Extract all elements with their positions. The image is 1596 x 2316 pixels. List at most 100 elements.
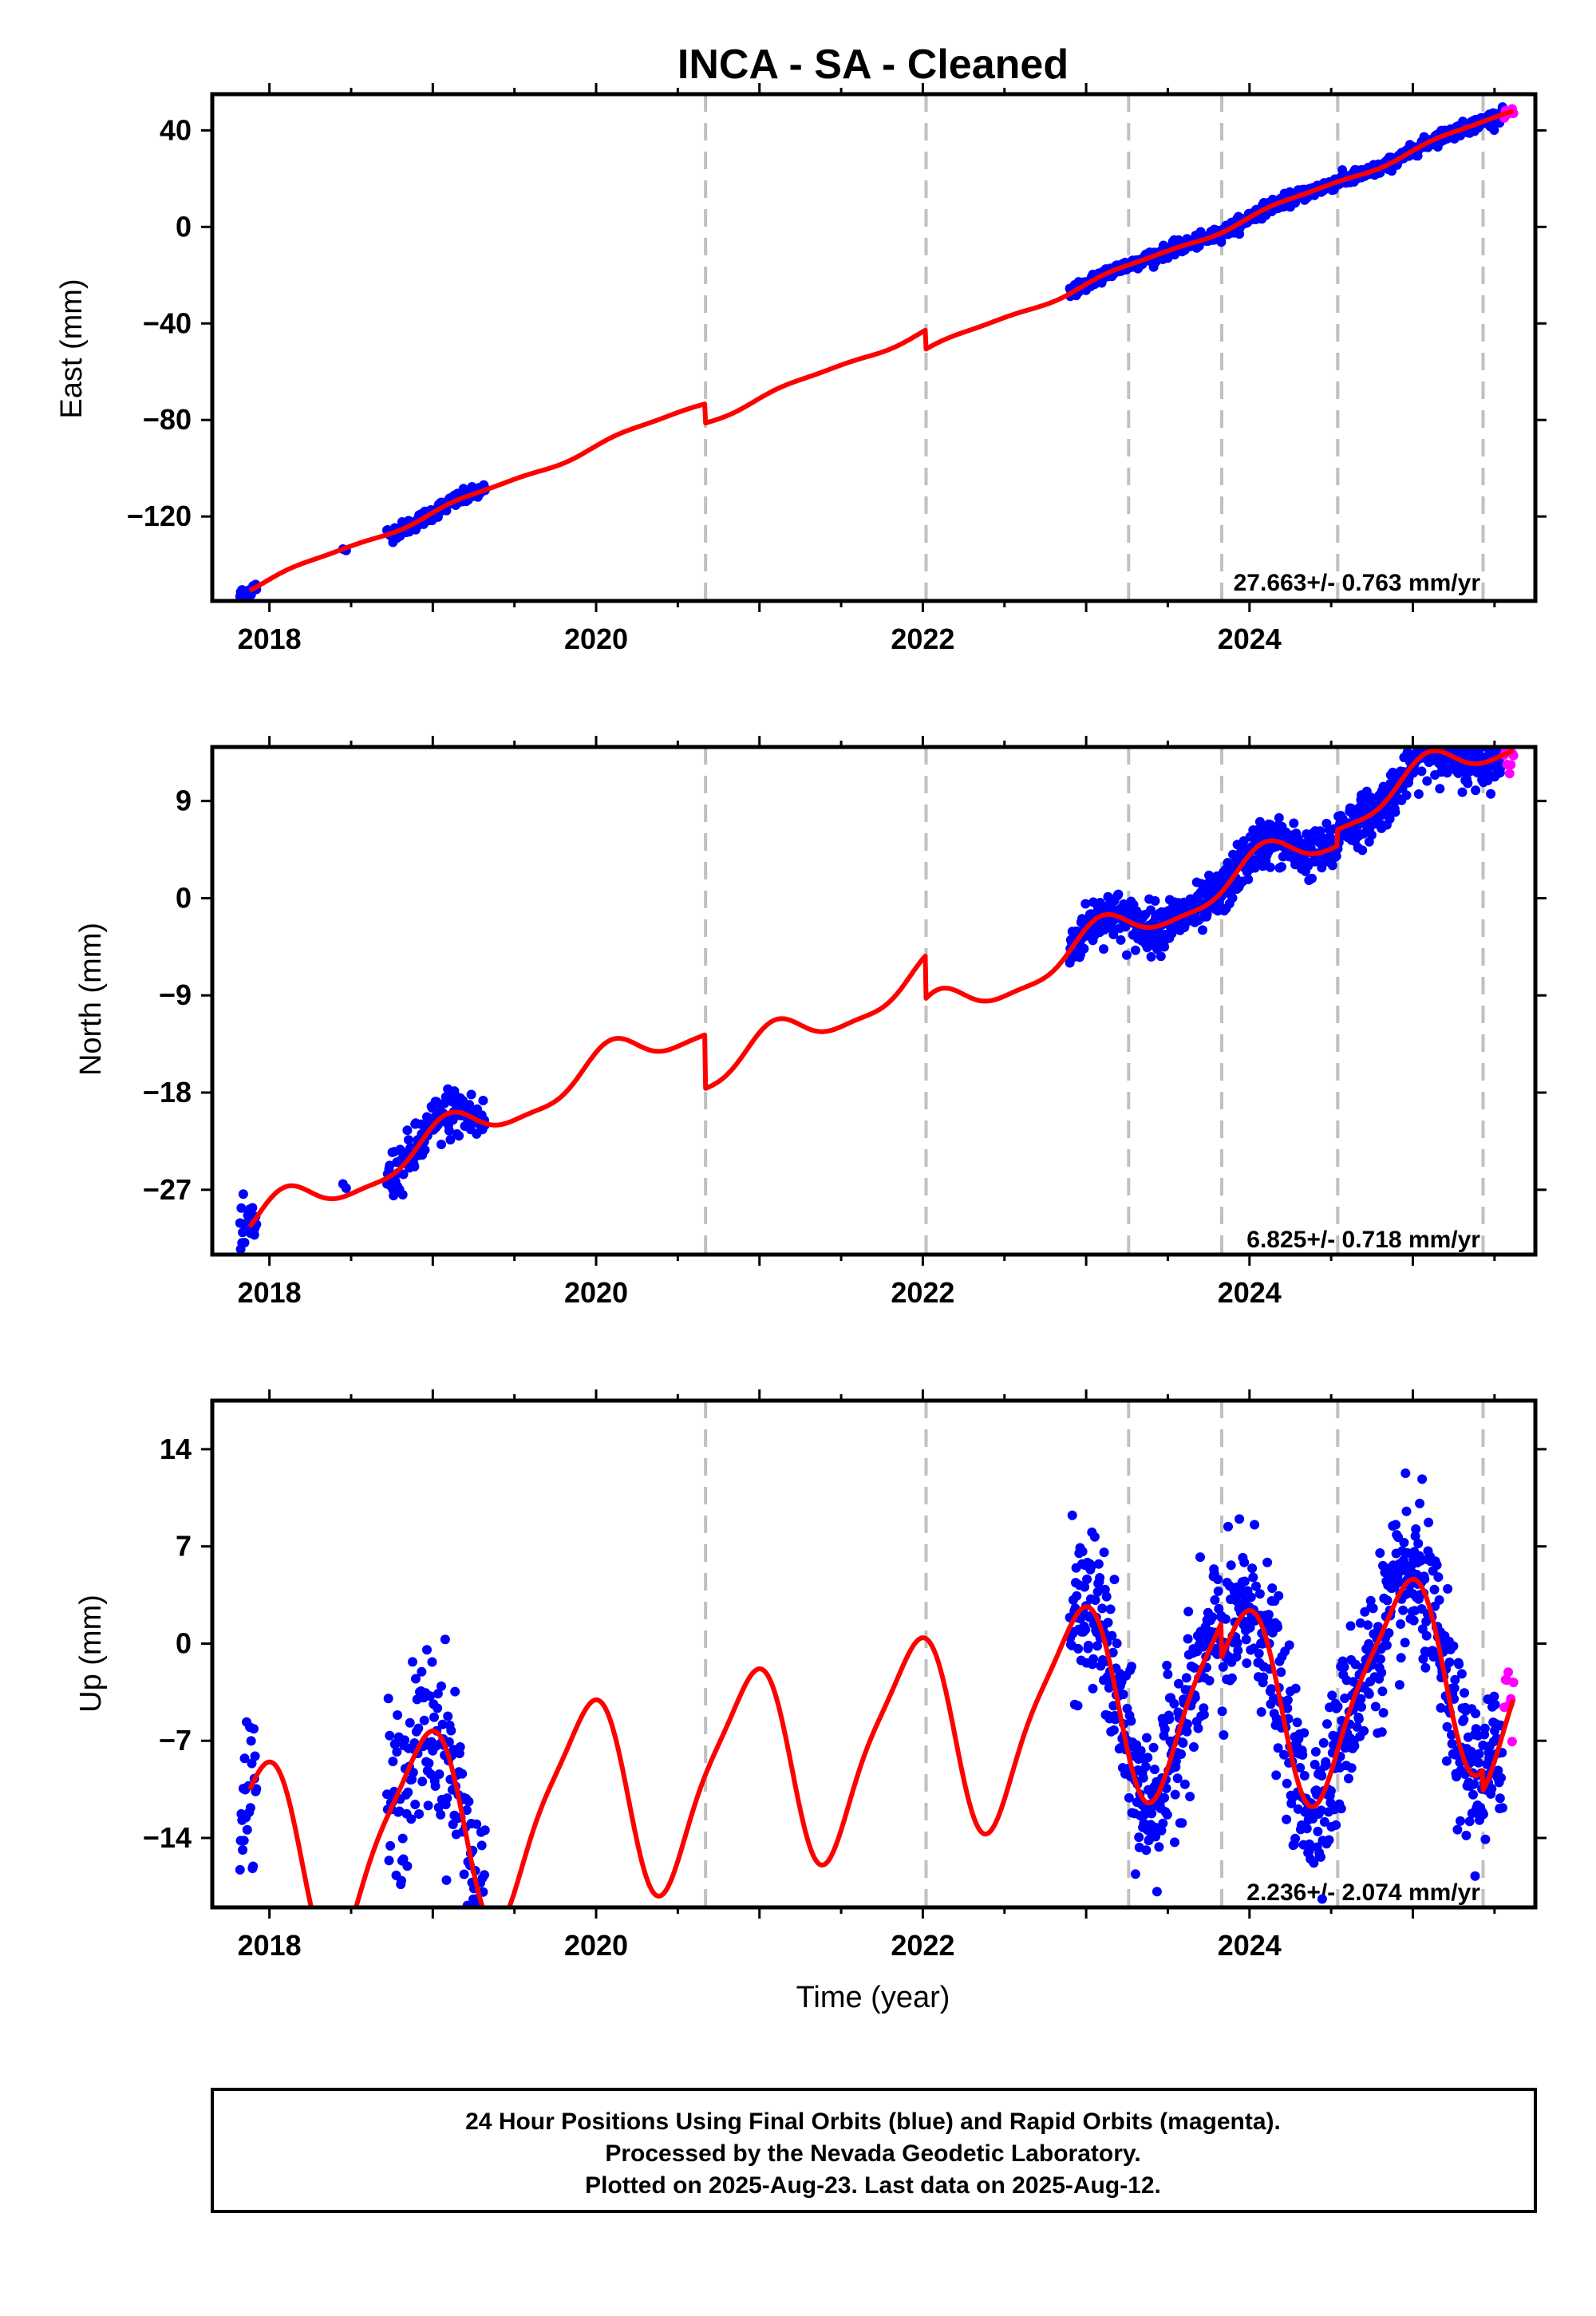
north-y-tick-label: −9 bbox=[159, 978, 192, 1011]
up-final-point bbox=[1299, 1771, 1310, 1780]
up-final-point bbox=[408, 1768, 418, 1777]
up-final-point bbox=[1138, 1773, 1148, 1783]
up-final-point bbox=[1368, 1603, 1378, 1614]
north-final-point bbox=[1130, 945, 1140, 955]
up-final-point bbox=[1170, 1789, 1180, 1800]
up-final-point bbox=[1143, 1753, 1153, 1763]
up-final-point bbox=[1273, 1622, 1282, 1632]
north-final-point bbox=[397, 1190, 408, 1199]
up-final-point bbox=[480, 1825, 490, 1836]
north-final-point bbox=[1108, 929, 1119, 939]
up-final-point bbox=[1254, 1648, 1264, 1658]
footer-line-1: 24 Hour Positions Using Final Orbits (bl… bbox=[465, 2109, 1281, 2135]
up-final-point bbox=[442, 1793, 452, 1804]
up-final-point bbox=[1357, 1701, 1366, 1712]
north-final-point bbox=[239, 1238, 250, 1247]
up-final-point bbox=[476, 1840, 487, 1851]
up-final-point bbox=[1321, 1759, 1331, 1769]
up-final-point bbox=[1174, 1678, 1183, 1689]
north-final-point bbox=[1146, 905, 1156, 915]
north-final-point bbox=[1250, 863, 1260, 873]
up-final-point bbox=[1218, 1662, 1228, 1672]
up-final-point bbox=[1189, 1742, 1199, 1752]
up-final-point bbox=[424, 1758, 434, 1769]
up-final-point bbox=[1151, 1832, 1161, 1842]
up-final-point bbox=[394, 1806, 405, 1816]
up-final-point bbox=[441, 1875, 452, 1885]
north-final-point bbox=[1150, 895, 1160, 906]
north-x-tick-label: 2022 bbox=[891, 1276, 954, 1309]
up-final-point bbox=[392, 1747, 402, 1757]
up-final-point bbox=[1370, 1701, 1381, 1712]
up-final-point bbox=[1169, 1698, 1179, 1709]
north-final-point bbox=[1099, 944, 1108, 954]
up-y-tick-label: −14 bbox=[143, 1821, 192, 1854]
up-final-point bbox=[1421, 1630, 1432, 1641]
up-final-point bbox=[1356, 1694, 1366, 1704]
east-frame bbox=[210, 92, 1538, 603]
north-final-point bbox=[385, 1160, 395, 1171]
up-final-point bbox=[1247, 1563, 1258, 1574]
up-final-point bbox=[1376, 1654, 1385, 1664]
up-final-point bbox=[1072, 1591, 1082, 1601]
east-final-point bbox=[1216, 237, 1227, 247]
up-final-point bbox=[1112, 1638, 1122, 1649]
up-final-point bbox=[1434, 1595, 1444, 1605]
up-final-point bbox=[1325, 1786, 1336, 1796]
up-final-point bbox=[1454, 1659, 1464, 1670]
north-final-point bbox=[341, 1183, 351, 1193]
up-final-point bbox=[1317, 1894, 1327, 1904]
north-final-point bbox=[1457, 787, 1468, 797]
up-final-point bbox=[1442, 1721, 1452, 1732]
up-final-point bbox=[1313, 1826, 1323, 1836]
up-final-point bbox=[1456, 1669, 1467, 1679]
up-final-point bbox=[1349, 1741, 1360, 1751]
footer-line-2: Processed by the Nevada Geodetic Laborat… bbox=[605, 2140, 1140, 2167]
up-final-point bbox=[1333, 1701, 1343, 1712]
north-y-tick-label: 0 bbox=[176, 881, 192, 914]
up-final-point bbox=[1399, 1537, 1409, 1547]
up-final-point bbox=[1162, 1809, 1172, 1820]
up-final-point bbox=[1273, 1743, 1283, 1753]
up-final-point bbox=[1262, 1557, 1273, 1567]
east-x-tick-label: 2020 bbox=[564, 622, 628, 655]
up-final-point bbox=[1391, 1520, 1400, 1530]
up-final-point bbox=[1245, 1622, 1255, 1633]
north-final-point bbox=[1146, 951, 1156, 962]
up-final-point bbox=[1140, 1761, 1151, 1772]
up-final-point bbox=[1461, 1830, 1472, 1840]
up-final-point bbox=[1154, 1842, 1164, 1852]
up-final-point bbox=[1310, 1760, 1320, 1769]
up-final-point bbox=[1353, 1714, 1364, 1724]
up-final-point bbox=[1156, 1825, 1167, 1836]
up-final-point bbox=[1107, 1630, 1117, 1641]
north-frame bbox=[210, 745, 1538, 1257]
up-final-point bbox=[1158, 1818, 1168, 1828]
north-final-point bbox=[1435, 784, 1445, 794]
up-final-point bbox=[385, 1730, 395, 1741]
up-final-point bbox=[1324, 1835, 1334, 1845]
up-frame bbox=[210, 1398, 1538, 1910]
north-final-point bbox=[1463, 778, 1473, 788]
up-final-point bbox=[1227, 1673, 1237, 1683]
up-final-point bbox=[1346, 1763, 1357, 1773]
up-final-point bbox=[246, 1736, 256, 1746]
up-final-point bbox=[1142, 1733, 1152, 1743]
up-final-point bbox=[1067, 1510, 1077, 1520]
up-final-point bbox=[1130, 1869, 1140, 1879]
north-final-point bbox=[1307, 873, 1317, 883]
north-final-point bbox=[247, 1203, 258, 1213]
up-final-point bbox=[1110, 1714, 1120, 1725]
up-final-point bbox=[1433, 1572, 1444, 1583]
up-final-point bbox=[1339, 1662, 1349, 1672]
up-final-point bbox=[446, 1725, 456, 1736]
up-final-point bbox=[1089, 1531, 1100, 1542]
up-final-point bbox=[1103, 1618, 1113, 1628]
up-final-point bbox=[1235, 1514, 1245, 1524]
up-final-point bbox=[1258, 1672, 1269, 1682]
up-final-point bbox=[1478, 1809, 1488, 1820]
north-final-point bbox=[404, 1135, 413, 1145]
north-x-tick-label: 2024 bbox=[1218, 1276, 1282, 1309]
up-final-point bbox=[1170, 1837, 1179, 1848]
